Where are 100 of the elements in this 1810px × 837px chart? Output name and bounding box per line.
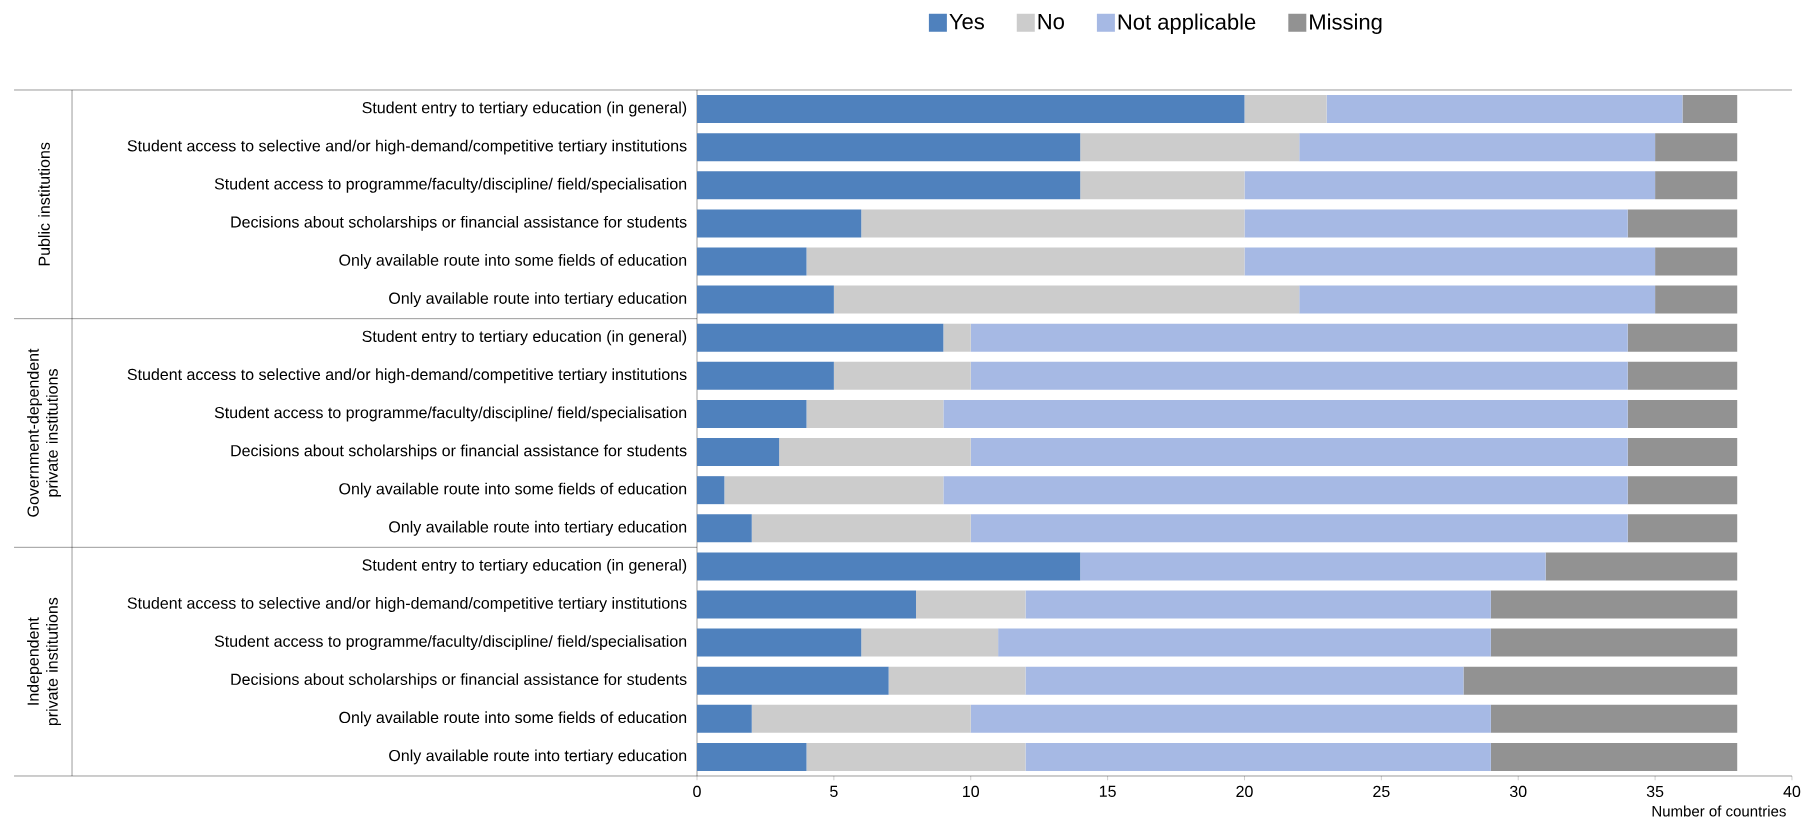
bar — [697, 514, 752, 543]
bar — [1025, 666, 1464, 695]
x-tick-label: 10 — [963, 785, 980, 798]
y-tick-label: Only available route into some fields of education — [339, 482, 687, 498]
bar — [1244, 171, 1656, 200]
bar — [1244, 247, 1656, 276]
bar — [1655, 133, 1738, 162]
bar — [970, 323, 1628, 352]
bar — [697, 361, 834, 390]
bar — [697, 552, 1081, 581]
bar — [1627, 399, 1738, 428]
bar — [1080, 133, 1300, 162]
bar — [697, 438, 780, 467]
bar — [697, 171, 1081, 200]
y-tick-label: Student access to programme/faculty/discipline/ field/specialisation — [214, 177, 687, 193]
y-tick-label: Only available route into tertiary education — [389, 292, 687, 308]
bar — [697, 476, 725, 505]
y-tick-label: Student access to selective and/or high-demand/competitive tertiary institutions — [127, 597, 687, 612]
bar — [998, 628, 1491, 657]
bar — [1025, 742, 1491, 771]
y-tick-label: Only available route into tertiary education — [389, 520, 687, 536]
bar — [697, 399, 807, 428]
y-tick-label: Student access to programme/faculty/discipline/ field/specialisation — [214, 635, 687, 651]
bar — [697, 247, 807, 276]
legend-label: Missing — [1310, 13, 1382, 35]
bar — [1244, 95, 1327, 124]
bar — [697, 666, 889, 695]
bar — [1025, 590, 1491, 619]
bar — [806, 247, 1245, 276]
y-tick-label: Only available route into tertiary education — [389, 749, 687, 765]
bar — [697, 285, 834, 314]
bar — [697, 95, 1245, 124]
bar — [1080, 171, 1245, 200]
bar — [1627, 476, 1738, 505]
bar — [697, 704, 752, 733]
x-tick-label: 0 — [693, 785, 701, 798]
bar — [751, 514, 971, 543]
bar — [806, 399, 944, 428]
bar — [697, 628, 862, 657]
y-tick-label: Student entry to tertiary education (in general) — [362, 330, 687, 346]
bar — [697, 742, 807, 771]
y-tick-label: Decisions about scholarships or financial assistance for students — [231, 215, 687, 231]
y-tick-label: Student entry to tertiary education (in general) — [362, 101, 687, 117]
bar — [1655, 247, 1738, 276]
bar — [1244, 209, 1628, 238]
legend-label: Yes — [949, 13, 984, 30]
bar — [1545, 552, 1738, 581]
bar — [1627, 438, 1738, 467]
bar — [806, 742, 1026, 771]
bar — [1490, 742, 1738, 771]
bar — [943, 399, 1628, 428]
x-tick-label: 5 — [830, 785, 838, 797]
x-tick-label: 40 — [1783, 785, 1801, 798]
legend-label: Not applicable — [1118, 13, 1256, 35]
y-tick-label: Student access to programme/faculty/discipline/ field/specialisation — [214, 406, 687, 422]
bar — [861, 209, 1245, 238]
text: Public institutions — [38, 142, 50, 266]
bar — [1326, 95, 1683, 124]
bar — [833, 361, 971, 390]
x-tick-label: 35 — [1646, 785, 1664, 798]
bar — [1682, 95, 1738, 124]
x-tick-label: 15 — [1099, 785, 1116, 797]
y-tick-label: Decisions about scholarships or financial assistance for students — [231, 444, 687, 460]
bar — [1627, 209, 1738, 238]
bar — [1463, 666, 1738, 695]
bar — [1655, 171, 1738, 200]
bar — [970, 361, 1628, 390]
x-tick-label: 20 — [1236, 785, 1253, 798]
bar — [1490, 590, 1738, 619]
bar — [1655, 285, 1738, 314]
text: Government-dependent private institutions — [27, 348, 61, 517]
bar — [697, 133, 1081, 162]
text: Independent private institutions — [27, 597, 61, 726]
y-tick-label: Decisions about scholarships or financial assistance for students — [231, 673, 687, 689]
y-tick-label: Student entry to tertiary education (in general) — [362, 558, 687, 574]
bar — [751, 704, 971, 733]
bar — [916, 590, 1026, 619]
y-tick-label: Only available route into some fields of education — [339, 711, 687, 727]
bar — [861, 628, 999, 657]
bar — [970, 438, 1628, 467]
bar — [697, 590, 916, 619]
y-tick-label: Only available route into some fields of education — [339, 254, 687, 269]
bar — [1080, 552, 1546, 581]
x-tick-label: 25 — [1373, 785, 1390, 798]
bar — [697, 209, 862, 238]
y-tick-label: Student access to selective and/or high-demand/competitive tertiary institutions — [127, 368, 687, 384]
x-tick-label: 30 — [1509, 785, 1527, 798]
bar — [1627, 323, 1738, 352]
bar — [1490, 628, 1738, 657]
x-axis-title: Number of countries — [1652, 805, 1786, 817]
bar — [833, 285, 1300, 314]
bar — [1299, 285, 1656, 314]
bar — [943, 323, 971, 352]
bar — [888, 666, 1026, 695]
bar — [970, 514, 1628, 543]
bar — [1490, 704, 1738, 733]
bar — [1299, 133, 1656, 162]
bar — [970, 704, 1491, 733]
bar — [697, 323, 944, 352]
bar — [1627, 514, 1738, 543]
